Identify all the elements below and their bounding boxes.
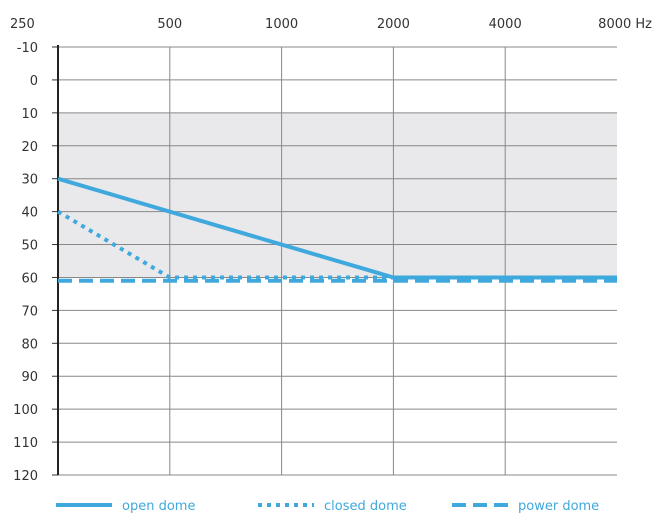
y-tick-label: 10 xyxy=(21,107,38,122)
legend-label: open dome xyxy=(122,499,195,514)
y-tick-label: -10 xyxy=(17,41,38,56)
grid-layer xyxy=(52,45,617,476)
x-tick-label: 1000 xyxy=(265,17,298,32)
legend: open dome closed dome power dome xyxy=(56,499,599,514)
y-tick-label: 100 xyxy=(13,403,38,418)
x-tick-label: 250 xyxy=(10,17,35,32)
y-tick-label: 40 xyxy=(21,206,38,221)
x-tick-label: 4000 xyxy=(489,17,522,32)
y-tick-label: 20 xyxy=(21,140,38,155)
y-tick-label: 120 xyxy=(13,469,38,484)
legend-label: power dome xyxy=(518,499,599,514)
legend-label: closed dome xyxy=(324,499,407,514)
y-tick-label: 110 xyxy=(13,436,38,451)
y-tick-label: 90 xyxy=(21,370,38,385)
y-tick-label: 50 xyxy=(21,239,38,254)
x-tick-label: 2000 xyxy=(377,17,410,32)
shaded-band-layer xyxy=(58,112,617,278)
series-layer xyxy=(56,176,617,283)
x-tick-label: 8000 Hz xyxy=(598,17,652,32)
x-tick-labels: 250 500 1000 2000 4000 8000 Hz xyxy=(10,17,652,32)
y-tick-label: 80 xyxy=(21,337,38,352)
y-tick-label: 70 xyxy=(21,304,38,319)
y-tick-label: 30 xyxy=(21,173,38,188)
shaded-band xyxy=(58,112,617,278)
y-tick-labels: -10 0 10 20 30 40 50 60 70 80 90 100 110 120 xyxy=(13,41,38,484)
y-tick-label: 60 xyxy=(21,271,38,286)
series-line-closed-dome xyxy=(56,209,617,280)
x-tick-label: 500 xyxy=(157,17,182,32)
y-tick-label: 0 xyxy=(30,74,38,89)
